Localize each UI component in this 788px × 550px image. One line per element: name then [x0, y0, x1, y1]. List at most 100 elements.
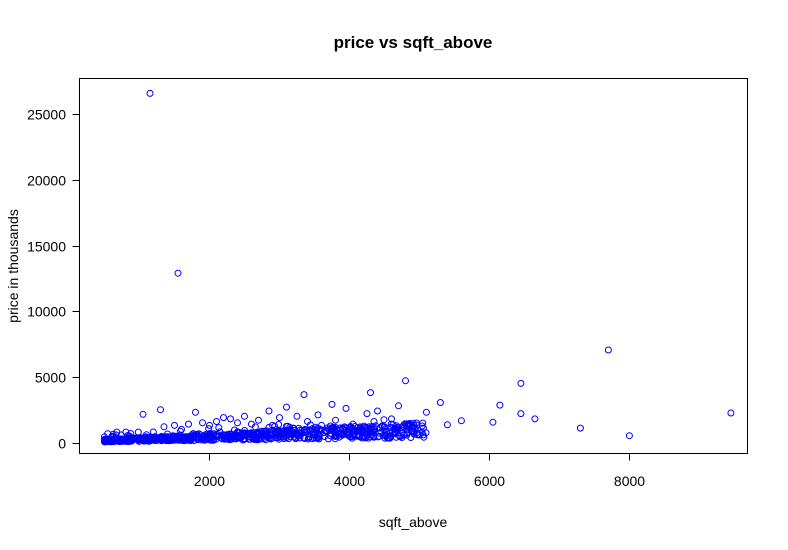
data-point	[349, 425, 357, 433]
data-point	[315, 433, 323, 440]
data-point	[344, 431, 352, 439]
data-point	[403, 431, 411, 439]
data-point	[192, 408, 199, 416]
data-point	[142, 437, 150, 445]
data-point	[307, 427, 315, 435]
data-point	[241, 429, 249, 437]
data-point	[301, 435, 308, 442]
data-point	[338, 424, 346, 432]
data-point	[204, 432, 212, 439]
data-point	[422, 408, 430, 416]
data-point	[349, 427, 356, 435]
data-point	[489, 418, 497, 426]
data-point	[395, 402, 402, 410]
chart-title: price vs sqft_above	[334, 33, 493, 52]
data-point	[198, 436, 206, 444]
y-axis: 0 5000 10000 15000 20000 25000	[27, 107, 80, 452]
data-point	[146, 89, 154, 97]
data-point	[205, 425, 213, 433]
data-point	[220, 414, 227, 422]
data-point	[101, 437, 109, 444]
data-point	[213, 430, 221, 438]
data-point	[389, 421, 397, 429]
data-point	[287, 430, 295, 438]
data-point	[363, 410, 371, 418]
data-point	[380, 416, 388, 424]
x-tick-label: 2000	[194, 473, 225, 489]
data-point	[314, 411, 322, 419]
data-point	[310, 434, 318, 442]
data-point	[284, 429, 292, 437]
data-point	[121, 437, 129, 445]
y-tick-label: 20000	[27, 173, 66, 189]
data-point	[255, 416, 262, 424]
data-point	[252, 433, 260, 441]
data-point	[176, 427, 184, 435]
data-point	[604, 346, 612, 354]
data-point	[332, 416, 339, 424]
data-point	[182, 433, 190, 441]
data-point	[517, 410, 525, 418]
data-point	[129, 435, 137, 443]
data-point	[376, 429, 384, 437]
data-point	[401, 420, 409, 428]
data-point	[283, 403, 290, 411]
data-point	[276, 414, 283, 422]
y-tick-label: 10000	[27, 304, 66, 320]
data-point	[531, 415, 539, 423]
y-tick-label: 0	[58, 436, 66, 452]
data-point	[125, 436, 133, 444]
y-tick-label: 25000	[27, 107, 66, 123]
data-point	[246, 432, 253, 440]
data-point	[333, 426, 341, 433]
plot-frame	[79, 78, 748, 454]
data-point	[328, 400, 336, 408]
data-point	[367, 426, 375, 433]
data-point	[496, 401, 504, 409]
data-point	[367, 431, 375, 439]
data-point	[576, 424, 584, 432]
data-point	[342, 404, 350, 412]
y-tick-label: 5000	[35, 370, 66, 386]
x-tick-label: 6000	[474, 473, 505, 489]
data-point	[422, 429, 430, 437]
data-point	[265, 407, 273, 415]
data-point	[206, 429, 214, 437]
data-point	[227, 415, 234, 423]
data-point	[139, 410, 147, 418]
data-point	[408, 425, 416, 433]
data-point	[383, 428, 391, 435]
data-point	[232, 431, 240, 439]
data-point	[292, 435, 300, 443]
data-point	[418, 429, 426, 436]
data-point	[157, 406, 164, 414]
data-point	[517, 379, 525, 387]
data-point	[625, 432, 633, 440]
data-point	[185, 420, 192, 428]
data-point	[315, 425, 323, 433]
data-point	[457, 417, 465, 425]
data-point	[171, 421, 178, 429]
data-point	[262, 436, 270, 444]
data-point	[213, 432, 221, 440]
data-point	[276, 433, 284, 441]
data-point	[259, 429, 267, 437]
data-point	[311, 431, 319, 439]
data-point	[293, 412, 301, 420]
data-point	[418, 422, 426, 430]
data-point	[381, 434, 389, 442]
y-tick-label: 15000	[27, 239, 66, 255]
data-point	[371, 423, 379, 431]
x-axis: 2000 4000 6000 8000	[194, 453, 645, 489]
data-point	[347, 423, 355, 431]
data-point	[168, 436, 175, 444]
data-point	[300, 391, 308, 399]
data-points	[101, 89, 735, 446]
data-point	[145, 437, 153, 445]
x-tick-label: 4000	[334, 473, 365, 489]
data-point	[160, 423, 168, 431]
data-point	[284, 422, 292, 430]
data-point	[261, 434, 269, 442]
data-point	[412, 419, 420, 427]
data-point	[241, 412, 248, 420]
